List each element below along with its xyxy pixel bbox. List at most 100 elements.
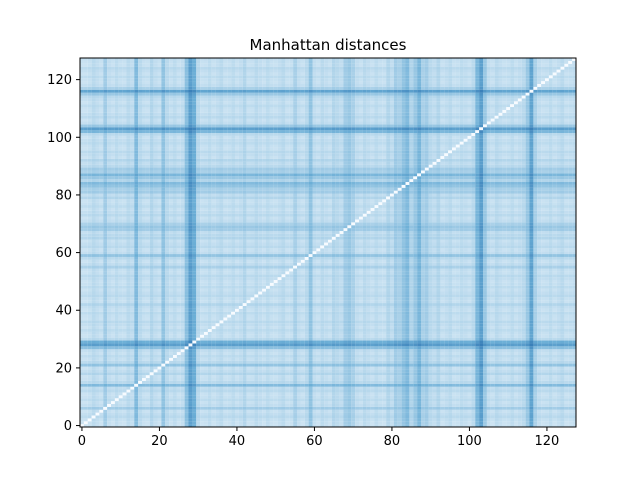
heatmap-cell: [273, 326, 278, 330]
heatmap-cell: [572, 386, 577, 390]
heatmap-cell: [219, 377, 224, 381]
heatmap-cell: [452, 392, 456, 396]
heatmap-cell: [157, 389, 162, 393]
heatmap-cell: [521, 340, 526, 344]
heatmap-cell: [467, 392, 472, 396]
heatmap-cell: [285, 375, 290, 379]
heatmap-cell: [173, 343, 177, 347]
heatmap-cell: [459, 320, 464, 324]
heatmap-cell: [173, 317, 177, 321]
heatmap-cell: [83, 366, 88, 370]
heatmap-cell: [405, 360, 410, 364]
heatmap-cell: [525, 380, 530, 384]
heatmap-cell: [130, 383, 135, 387]
heatmap-cell: [145, 340, 150, 344]
heatmap-cell: [537, 386, 542, 390]
heatmap-cell: [343, 323, 348, 327]
heatmap-cell: [204, 421, 208, 425]
heatmap-cell: [289, 421, 294, 425]
heatmap-cell: [289, 409, 294, 413]
heatmap-cell: [421, 360, 425, 364]
heatmap-cell: [502, 412, 507, 416]
heatmap-cell: [273, 401, 278, 404]
heatmap-cell: [390, 380, 394, 384]
heatmap-cell: [324, 317, 329, 321]
heatmap-cell: [246, 366, 251, 370]
heatmap-cell: [277, 409, 282, 413]
heatmap-cell: [413, 357, 418, 361]
heatmap-cell: [409, 326, 414, 330]
heatmap-cell: [145, 363, 150, 367]
heatmap-cell: [149, 375, 154, 379]
heatmap-cell: [238, 398, 243, 402]
heatmap-cell: [149, 331, 154, 335]
heatmap-cell: [219, 317, 224, 321]
heatmap-cell: [173, 334, 177, 338]
heatmap-cell: [254, 328, 259, 332]
heatmap-cell: [130, 401, 135, 404]
heatmap-cell: [122, 395, 127, 399]
heatmap-cell: [506, 424, 511, 428]
heatmap-cell: [440, 395, 445, 399]
heatmap-cell: [479, 323, 484, 327]
heatmap-cell: [324, 314, 329, 318]
heatmap-cell: [269, 406, 274, 410]
heatmap-cell: [83, 326, 88, 330]
heatmap-cell: [188, 328, 193, 332]
heatmap-cell: [424, 424, 429, 428]
heatmap-cell: [126, 363, 131, 367]
heatmap-cell: [525, 343, 530, 347]
heatmap-cell: [324, 346, 329, 350]
heatmap-cell: [161, 415, 166, 419]
heatmap-cell: [514, 398, 518, 402]
heatmap-cell: [335, 340, 340, 344]
heatmap-cell: [467, 412, 472, 416]
heatmap-cell: [525, 383, 530, 387]
heatmap-cell: [390, 360, 394, 364]
heatmap-cell: [169, 334, 174, 338]
heatmap-cell: [281, 343, 286, 347]
heatmap-cell: [386, 377, 391, 381]
heatmap-cell: [517, 326, 522, 330]
heatmap-cell: [374, 377, 379, 381]
heatmap-cell: [312, 383, 317, 387]
heatmap-cell: [359, 403, 363, 407]
heatmap-cell: [176, 357, 181, 361]
heatmap-cell: [548, 352, 553, 355]
heatmap-cell: [235, 337, 239, 341]
heatmap-cell: [409, 340, 414, 344]
heatmap-cell: [455, 354, 460, 358]
heatmap-cell: [91, 320, 96, 324]
heatmap-cell: [161, 377, 166, 381]
heatmap-cell: [111, 340, 115, 344]
heatmap-cell: [355, 331, 360, 335]
heatmap-cell: [510, 328, 515, 332]
heatmap-cell: [490, 354, 495, 358]
heatmap-cell: [413, 421, 418, 425]
heatmap-cell: [459, 392, 464, 396]
heatmap-cell: [568, 340, 573, 344]
heatmap-cell: [227, 392, 232, 396]
heatmap-cell: [370, 389, 375, 393]
heatmap-cell: [250, 340, 255, 344]
heatmap-cell: [107, 395, 112, 399]
heatmap-cell: [207, 412, 212, 416]
heatmap-cell: [91, 314, 96, 318]
heatmap-cell: [552, 354, 557, 358]
heatmap-cell: [374, 328, 379, 332]
heatmap-cell: [122, 418, 127, 422]
heatmap-cell: [355, 401, 360, 404]
heatmap-cell: [432, 357, 437, 361]
heatmap-cell: [95, 418, 100, 422]
heatmap-cell: [184, 372, 189, 376]
heatmap-cell: [331, 349, 336, 353]
heatmap-cell: [424, 326, 429, 330]
heatmap-cell: [180, 354, 185, 358]
heatmap-cell: [370, 398, 375, 402]
heatmap-cell: [308, 366, 313, 370]
heatmap-cell: [537, 323, 542, 327]
heatmap-cell: [138, 357, 143, 361]
heatmap-cell: [556, 352, 561, 355]
heatmap-cell: [347, 421, 352, 425]
heatmap-cell: [153, 366, 158, 370]
